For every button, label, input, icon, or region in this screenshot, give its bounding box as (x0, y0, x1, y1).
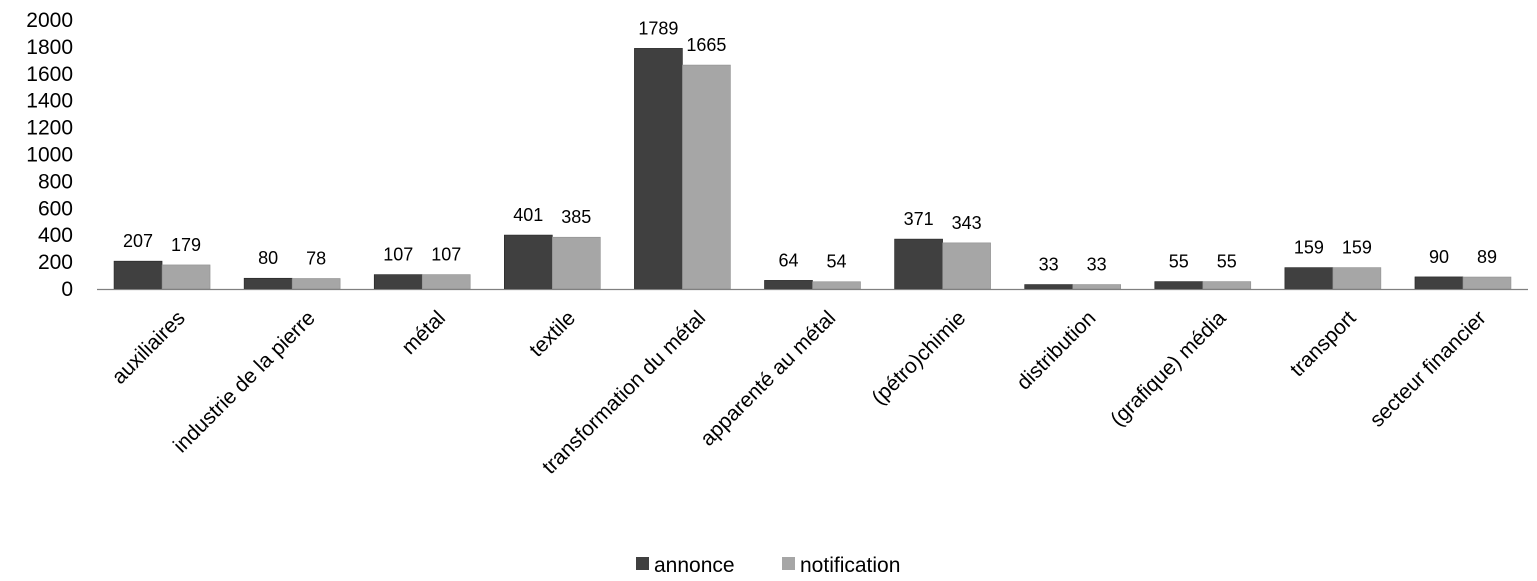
data-label-annonce: 401 (513, 205, 543, 225)
data-label-annonce: 80 (258, 248, 278, 268)
bar-annonce (113, 260, 163, 290)
bar-notification (291, 278, 341, 290)
bar-notification (1072, 284, 1121, 290)
legend-swatch (782, 557, 795, 570)
y-tick-label: 1400 (26, 90, 73, 113)
y-tick-label: 1200 (26, 117, 73, 140)
data-label-annonce: 107 (383, 245, 413, 265)
data-label-annonce: 64 (778, 250, 798, 270)
y-tick-label: 0 (61, 278, 73, 301)
data-label-annonce: 207 (123, 231, 153, 251)
data-label-notification: 343 (952, 213, 982, 233)
bar-annonce (1154, 281, 1204, 290)
y-tick-label: 400 (38, 224, 73, 247)
data-label-notification: 89 (1477, 247, 1497, 267)
y-tick-label: 1800 (26, 36, 73, 59)
bar-notification (161, 264, 211, 290)
data-label-notification: 33 (1087, 255, 1107, 275)
bar-annonce (1414, 276, 1464, 290)
bar-annonce (373, 274, 423, 290)
category-label: (pétro)chimie (867, 306, 970, 409)
bar-notification (1332, 267, 1382, 290)
bars-group: 207 80 107 401 1789 64 371 33 55 159 90 179 78 107 385… (113, 18, 1512, 290)
bar-annonce (634, 48, 683, 290)
data-label-notification: 385 (561, 207, 591, 227)
bar-annonce (243, 277, 293, 290)
y-tick-label: 800 (38, 170, 73, 193)
bar-annonce (1024, 284, 1073, 290)
legend-label: annonce (654, 554, 735, 577)
data-label-annonce: 33 (1039, 255, 1059, 275)
data-label-notification: 78 (306, 249, 326, 269)
data-label-notification: 159 (1342, 238, 1372, 258)
data-label-annonce: 55 (1169, 252, 1189, 272)
y-tick-label: 600 (38, 197, 73, 220)
category-label: transport (1286, 306, 1361, 381)
bar-notification (552, 236, 601, 290)
legend: annonce notification (636, 554, 900, 577)
data-label-notification: 54 (826, 252, 846, 272)
legend-label: notification (800, 554, 900, 577)
category-label: apparenté au métal (696, 306, 840, 450)
bar-notification (1202, 281, 1252, 290)
data-label-notification: 179 (171, 235, 201, 255)
bar-annonce (764, 280, 813, 290)
data-label-annonce: 90 (1429, 247, 1449, 267)
bar-annonce (894, 238, 943, 290)
legend-item: annonce (636, 554, 735, 577)
data-label-annonce: 159 (1294, 238, 1324, 258)
data-label-notification: 1665 (686, 35, 726, 55)
data-label-notification: 107 (431, 245, 461, 265)
bar-notification (812, 281, 861, 290)
bar-notification (942, 242, 991, 290)
legend-swatch (636, 557, 649, 570)
bar-annonce (504, 234, 553, 290)
y-axis: 0 200 400 600 800 1000 1200 1400 1600 1800 2000 (26, 9, 73, 301)
category-label: distribution (1012, 306, 1100, 394)
category-label: (grafique) média (1106, 306, 1231, 431)
y-tick-label: 1600 (26, 63, 73, 86)
y-tick-label: 1000 (26, 144, 73, 167)
category-label: secteur financier (1365, 306, 1490, 431)
category-label: métal (397, 306, 450, 359)
bar-notification (421, 274, 471, 290)
data-label-notification: 55 (1217, 252, 1237, 272)
bar-notification (682, 64, 731, 290)
y-tick-label: 2000 (26, 9, 73, 32)
bar-notification (1462, 276, 1512, 290)
data-label-annonce: 371 (904, 209, 934, 229)
category-label: textile (525, 306, 580, 361)
y-tick-label: 200 (38, 251, 73, 274)
category-label: industrie de la pierre (169, 306, 320, 457)
legend-item: notification (782, 554, 900, 577)
data-label-annonce: 1789 (638, 18, 678, 38)
bar-annonce (1284, 267, 1334, 290)
category-label: auxiliaires (107, 306, 189, 388)
